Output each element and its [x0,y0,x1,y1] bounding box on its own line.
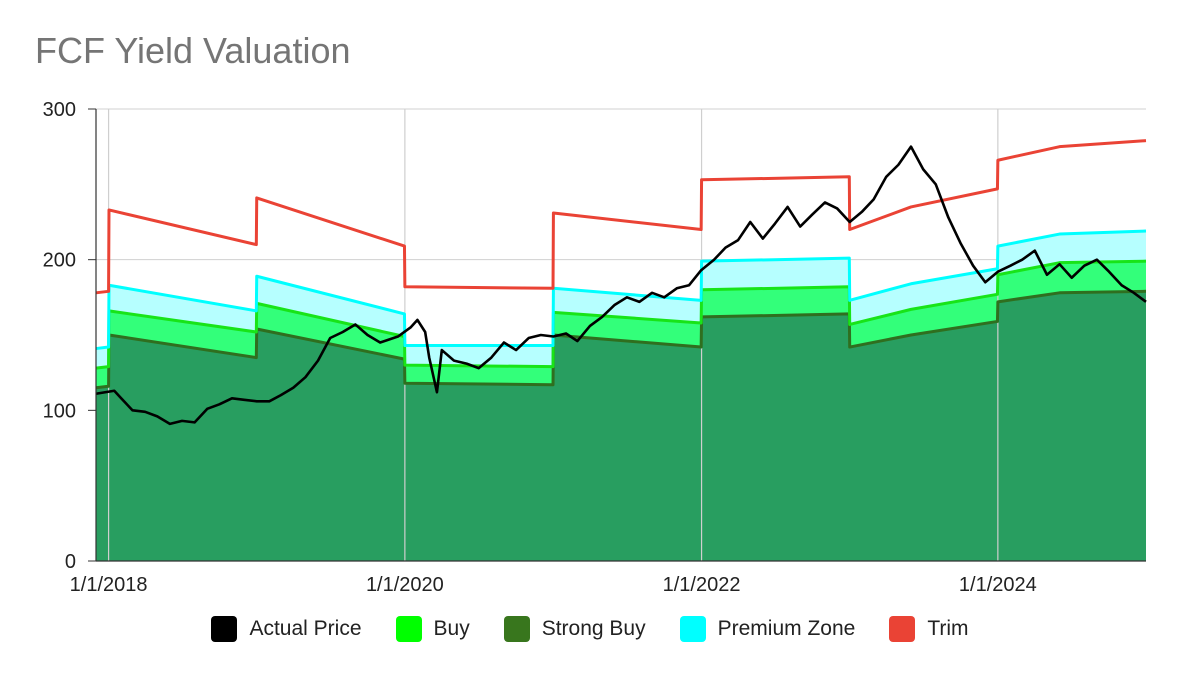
legend-label-trim: Trim [927,617,969,640]
x-tick-label-2020-01-01: 1/1/2020 [366,574,444,596]
line-premium-zone [95,229,1147,351]
legend-label-strong-buy: Strong Buy [541,617,646,640]
line-strong-buy [95,289,1147,390]
legend-label-buy: Buy [433,617,470,640]
legend-label-premium-zone: Premium Zone [717,617,856,640]
area-strong-buy [96,291,1146,561]
legend-swatch-buy [395,616,422,642]
legend-swatch-actual-price [211,616,238,642]
legend-swatch-premium-zone [679,616,706,642]
y-tick-label-100: 100 [43,400,76,422]
legend-label-actual-price: Actual Price [249,617,362,640]
legend-item-premium-zone[interactable]: Premium Zone [679,616,856,642]
legend-item-actual-price[interactable]: Actual Price [211,616,362,642]
legend-item-strong-buy[interactable]: Strong Buy [503,616,646,642]
line-buy [95,259,1147,370]
x-tick-label-2024-01-01: 1/1/2024 [959,574,1037,596]
line-trim [95,139,1147,295]
legend-swatch-trim [889,616,916,642]
chart-legend: Actual Price Buy Strong Buy Premium Zone… [0,616,1180,642]
legend-item-buy[interactable]: Buy [395,616,470,642]
y-tick-label-200: 200 [43,250,76,272]
chart-plot: 0 100 200 300 1/1/2018 1/1/2020 1/1/2022 1/1/20… [43,99,1147,596]
x-tick-label-2022-01-01: 1/1/2022 [663,574,741,596]
line-actual-price [95,145,1147,426]
chart-title: FCF Yield Valuation [35,30,351,71]
y-tick-label-300: 300 [43,99,76,121]
x-tick-label-2018-01-01: 1/1/2018 [70,574,148,596]
legend-item-trim[interactable]: Trim [889,616,969,642]
legend-swatch-strong-buy [503,616,530,642]
y-tick-label-0: 0 [65,551,76,573]
